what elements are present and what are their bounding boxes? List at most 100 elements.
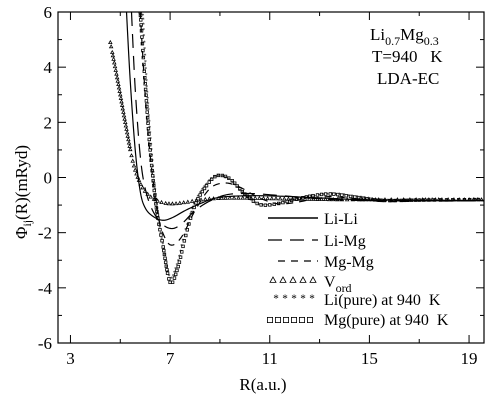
marker-square (255, 201, 259, 206)
marker-square (368, 197, 373, 202)
x-tick-label: 15 (361, 349, 378, 368)
marker-square (157, 222, 161, 226)
marker-asterisk: * (162, 247, 165, 253)
marker-triangle (323, 196, 328, 202)
marker-asterisk: * (221, 175, 224, 181)
marker-square (406, 198, 410, 202)
marker-square (144, 93, 148, 97)
marker-asterisk: * (309, 293, 315, 305)
marker-asterisk: * (249, 198, 252, 204)
marker-square (202, 186, 207, 191)
marker-square (150, 174, 155, 178)
marker-asterisk: * (208, 179, 211, 185)
marker-square (230, 179, 234, 183)
marker-triangle (350, 197, 356, 202)
marker-triangle (127, 146, 133, 152)
marker-triangle (211, 196, 216, 201)
marker-square (148, 148, 152, 152)
marker-square (149, 163, 154, 168)
marker-triangle (240, 195, 246, 200)
marker-triangle (344, 197, 350, 202)
marker-asterisk: * (397, 198, 400, 204)
marker-asterisk: * (363, 196, 366, 202)
marker-square (152, 183, 156, 188)
marker-square (243, 192, 247, 196)
marker-asterisk: * (303, 196, 306, 202)
marker-square (143, 87, 148, 92)
marker-asterisk: * (161, 242, 164, 248)
marker-triangle (166, 201, 172, 206)
marker-square (139, 23, 143, 27)
marker-triangle (299, 276, 307, 283)
marker-triangle (356, 197, 362, 202)
marker-asterisk: * (151, 165, 154, 171)
marker-asterisk: * (300, 293, 306, 305)
marker-square (204, 183, 209, 188)
marker-asterisk: * (371, 197, 374, 203)
marker-triangle (203, 196, 208, 201)
marker-square (274, 316, 281, 323)
marker-asterisk: * (343, 193, 346, 199)
marker-asterisk: * (375, 198, 378, 204)
marker-asterisk: * (205, 182, 208, 188)
tick-layer: 3 7 11 15 19 -6 -4 -2 0 2 4 6 (38, 3, 484, 368)
marker-triangle (252, 195, 258, 200)
marker-square (176, 264, 180, 269)
marker-square (409, 198, 414, 202)
marker-triangle (120, 106, 126, 111)
marker-square (174, 272, 178, 277)
marker-square (248, 196, 252, 201)
y-tick-label: -4 (38, 279, 53, 298)
marker-square (145, 104, 149, 109)
marker-asterisk: * (153, 187, 156, 193)
marker-asterisk: * (154, 193, 157, 199)
marker-triangle (115, 78, 121, 83)
legend-label-li-pure: Li(pure) at 940 K (324, 292, 441, 309)
marker-triangle (136, 177, 142, 182)
marker-square (148, 153, 153, 157)
marker-triangle (219, 195, 225, 200)
marker-asterisk: * (210, 177, 213, 183)
marker-square (162, 248, 166, 253)
marker-asterisk: * (167, 274, 170, 280)
marker-triangle (138, 181, 144, 187)
marker-square (235, 184, 239, 188)
marker-square (319, 192, 324, 197)
marker-square (457, 198, 461, 202)
marker-square (188, 216, 193, 220)
marker-triangle (215, 195, 221, 200)
marker-asterisk: * (241, 191, 244, 197)
marker-asterisk: * (307, 196, 310, 202)
marker-square (301, 196, 305, 200)
marker-triangle (111, 56, 116, 61)
legend: Li-Li Li-Mg Mg-Mg Vord * * * * * Li(pure) at… (266, 211, 449, 329)
marker-square (156, 216, 160, 220)
marker-square (311, 193, 315, 198)
marker-square (153, 193, 157, 197)
marker-asterisk: * (191, 207, 194, 213)
marker-triangle (189, 198, 195, 203)
marker-asterisk: * (201, 188, 204, 194)
y-tick-label: 2 (44, 113, 53, 132)
marker-square (162, 252, 167, 257)
marker-asterisk: * (386, 198, 389, 204)
marker-square (146, 126, 151, 131)
marker-triangle (311, 196, 316, 201)
marker-square (175, 268, 179, 273)
marker-square (146, 121, 150, 125)
marker-asterisk: * (238, 188, 241, 194)
marker-triangle (163, 200, 168, 205)
marker-asterisk: * (143, 47, 146, 53)
marker-triangle (112, 60, 117, 65)
marker-triangle (277, 196, 283, 201)
marker-triangle (257, 195, 262, 200)
marker-square (207, 180, 211, 184)
marker-asterisk: * (291, 293, 297, 305)
marker-square (348, 194, 353, 199)
marker-square (388, 198, 392, 203)
marker-triangle (315, 196, 320, 201)
marker-square (141, 48, 145, 53)
marker-square (306, 316, 313, 323)
marker-square (223, 174, 228, 179)
marker-square (151, 179, 155, 183)
